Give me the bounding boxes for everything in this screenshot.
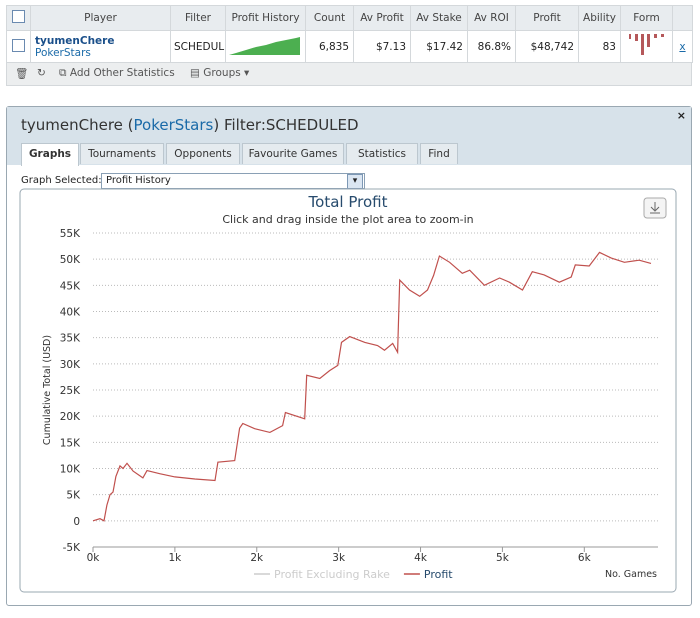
tab[interactable]: Find xyxy=(420,143,458,164)
x-tick-label: 2k xyxy=(250,552,264,564)
sparkline xyxy=(229,37,300,55)
y-tick-label: 20K xyxy=(60,411,81,423)
player-name[interactable]: tyumenChere xyxy=(35,34,115,47)
y-axis-label: Cumulative Total (USD) xyxy=(42,335,53,445)
remove[interactable]: x xyxy=(679,40,686,53)
chart-frame xyxy=(19,188,677,593)
export-icon xyxy=(650,202,660,214)
y-tick-label: 50K xyxy=(60,254,81,266)
title-filter: ) Filter:SCHEDULED xyxy=(213,116,359,134)
legend-label: Profit Excluding Rake xyxy=(274,568,390,581)
x-tick-label: 6k xyxy=(578,552,592,564)
data-row: tyumenChere PokerStars SCHEDUL 6,835 $7.1… xyxy=(6,30,693,63)
col-header[interactable]: Av Stake xyxy=(410,5,468,31)
y-tick-label: 10K xyxy=(60,464,81,476)
site-name[interactable]: PokerStars xyxy=(35,46,91,59)
y-tick-label: 35K xyxy=(60,333,81,345)
panel-header: tyumenChere (PokerStars) Filter:SCHEDULE… xyxy=(7,107,691,166)
x-tick-label: 0k xyxy=(87,552,101,564)
x-axis-label: No. Games xyxy=(605,569,657,580)
profit-line xyxy=(92,251,652,522)
x-tick-label: 1k xyxy=(169,552,183,564)
tab[interactable]: Statistics xyxy=(346,143,418,164)
add-stats[interactable]: ⧉ Add Other Statistics xyxy=(59,67,175,79)
tab[interactable]: Tournaments xyxy=(80,143,164,164)
graph-select-value: Profit History xyxy=(106,175,171,186)
filter: SCHEDUL xyxy=(170,30,226,63)
toolbar: 🗑 ↻ ⧉ Add Other Statistics ▤ Groups ▾ xyxy=(6,62,692,86)
y-tick-label: 5K xyxy=(66,490,81,502)
av-roi: 86.8% xyxy=(467,30,516,63)
y-tick-label: 30K xyxy=(60,359,81,371)
form-bars xyxy=(629,34,664,55)
graph-selected-label: Graph Selected: xyxy=(21,175,102,186)
chart-title: Total Profit xyxy=(308,193,388,211)
y-tick-label: 55K xyxy=(60,228,81,240)
title-player: tyumenChere ( xyxy=(21,116,134,134)
y-tick-label: 0 xyxy=(73,516,80,528)
refresh-icon[interactable]: ↻ xyxy=(37,67,46,79)
tab[interactable]: Favourite Games xyxy=(242,143,344,164)
tab[interactable]: Graphs xyxy=(21,143,79,166)
col-header[interactable]: Av Profit xyxy=(353,5,411,31)
col-header[interactable]: Ability xyxy=(578,5,621,31)
legend-item[interactable]: Profit xyxy=(403,568,453,581)
stats-table: Player Filter Profit History Count Av Pr… xyxy=(6,5,693,63)
header-row: Player Filter Profit History Count Av Pr… xyxy=(6,5,693,31)
title-site[interactable]: PokerStars xyxy=(133,116,214,134)
y-tick-label: 45K xyxy=(60,280,81,292)
groups[interactable]: ▤ Groups ▾ xyxy=(190,67,250,79)
y-tick-label: -5K xyxy=(63,542,81,554)
y-tick-label: 25K xyxy=(60,385,81,397)
legend-item[interactable]: Profit Excluding Rake xyxy=(254,568,390,581)
y-tick-label: 40K xyxy=(60,307,81,319)
x-tick-label: 5k xyxy=(496,552,510,564)
y-tick-label: 15K xyxy=(60,437,81,449)
av-stake: $17.42 xyxy=(410,30,468,63)
legend-label: Profit xyxy=(424,568,453,581)
groups-label: Groups xyxy=(203,67,241,79)
x-tick-label: 3k xyxy=(332,552,346,564)
delete-icon[interactable]: 🗑 xyxy=(15,68,29,80)
checkbox[interactable] xyxy=(12,10,25,23)
col-header[interactable]: Profit History xyxy=(225,5,306,31)
tab[interactable]: Opponents xyxy=(166,143,240,164)
profit: $48,742 xyxy=(515,30,579,63)
close[interactable]: × xyxy=(676,109,686,122)
checkbox[interactable] xyxy=(12,38,25,52)
panel-title: tyumenChere (PokerStars) Filter:SCHEDULE… xyxy=(21,116,359,134)
add-stats-label: Add Other Statistics xyxy=(69,67,175,79)
chart-subtitle: Click and drag inside the plot area to z… xyxy=(222,213,473,226)
x-tick-label: 4k xyxy=(414,552,428,564)
